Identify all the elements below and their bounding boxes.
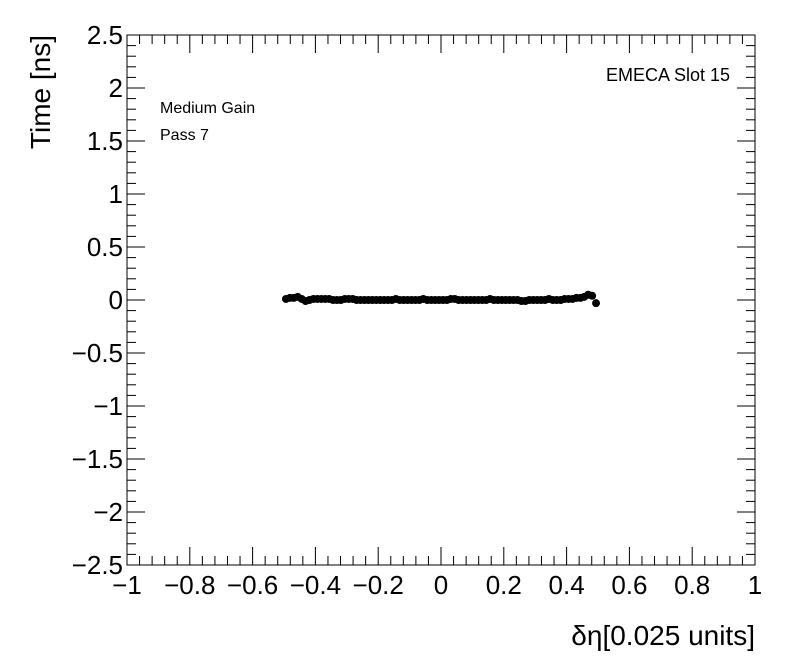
data-point <box>588 291 597 300</box>
x-tick-label: −0.2 <box>353 570 404 600</box>
x-tick-labels: −1 −0.8 −0.6 −0.4 −0.2 0 0.2 0.4 0.6 0.8 1 <box>112 570 762 600</box>
x-tick-label: 0.2 <box>486 570 522 600</box>
y-tick-label: 2.5 <box>87 20 123 50</box>
x-tick-label: 0.4 <box>549 570 585 600</box>
axis-ticks <box>126 34 756 566</box>
y-tick-label: −2.5 <box>72 550 123 580</box>
x-axis-title: δη[0.025 units] <box>571 620 755 651</box>
x-tick-label: −0.6 <box>227 570 278 600</box>
data-point <box>592 299 601 308</box>
x-tick-label: 1 <box>748 570 762 600</box>
x-tick-label: −0.4 <box>290 570 341 600</box>
x-tick-label: 0.8 <box>674 570 710 600</box>
annotation-slot: EMECA Slot 15 <box>606 65 730 85</box>
y-tick-label: −1 <box>93 391 123 421</box>
y-tick-label: 1 <box>109 179 123 209</box>
x-tick-label: −1 <box>112 570 142 600</box>
y-axis-title: Time [ns] <box>25 35 56 149</box>
y-tick-label: −0.5 <box>72 338 123 368</box>
annotation-pass: Pass 7 <box>160 127 209 144</box>
y-tick-label: −1.5 <box>72 444 123 474</box>
x-tick-label: 0.6 <box>611 570 647 600</box>
y-tick-label: −2 <box>93 497 123 527</box>
y-tick-label: 2 <box>109 73 123 103</box>
y-tick-label: 0.5 <box>87 232 123 262</box>
x-tick-label: −0.8 <box>164 570 215 600</box>
y-tick-label: 0 <box>109 285 123 315</box>
plot-frame <box>126 34 756 566</box>
annotation-gain: Medium Gain <box>160 100 255 117</box>
y-tick-labels: −2.5 −2 −1.5 −1 −0.5 0 0.5 1 1.5 2 2.5 <box>72 20 123 580</box>
data-points <box>281 290 601 308</box>
x-tick-label: 0 <box>434 570 448 600</box>
y-tick-label: 1.5 <box>87 126 123 156</box>
